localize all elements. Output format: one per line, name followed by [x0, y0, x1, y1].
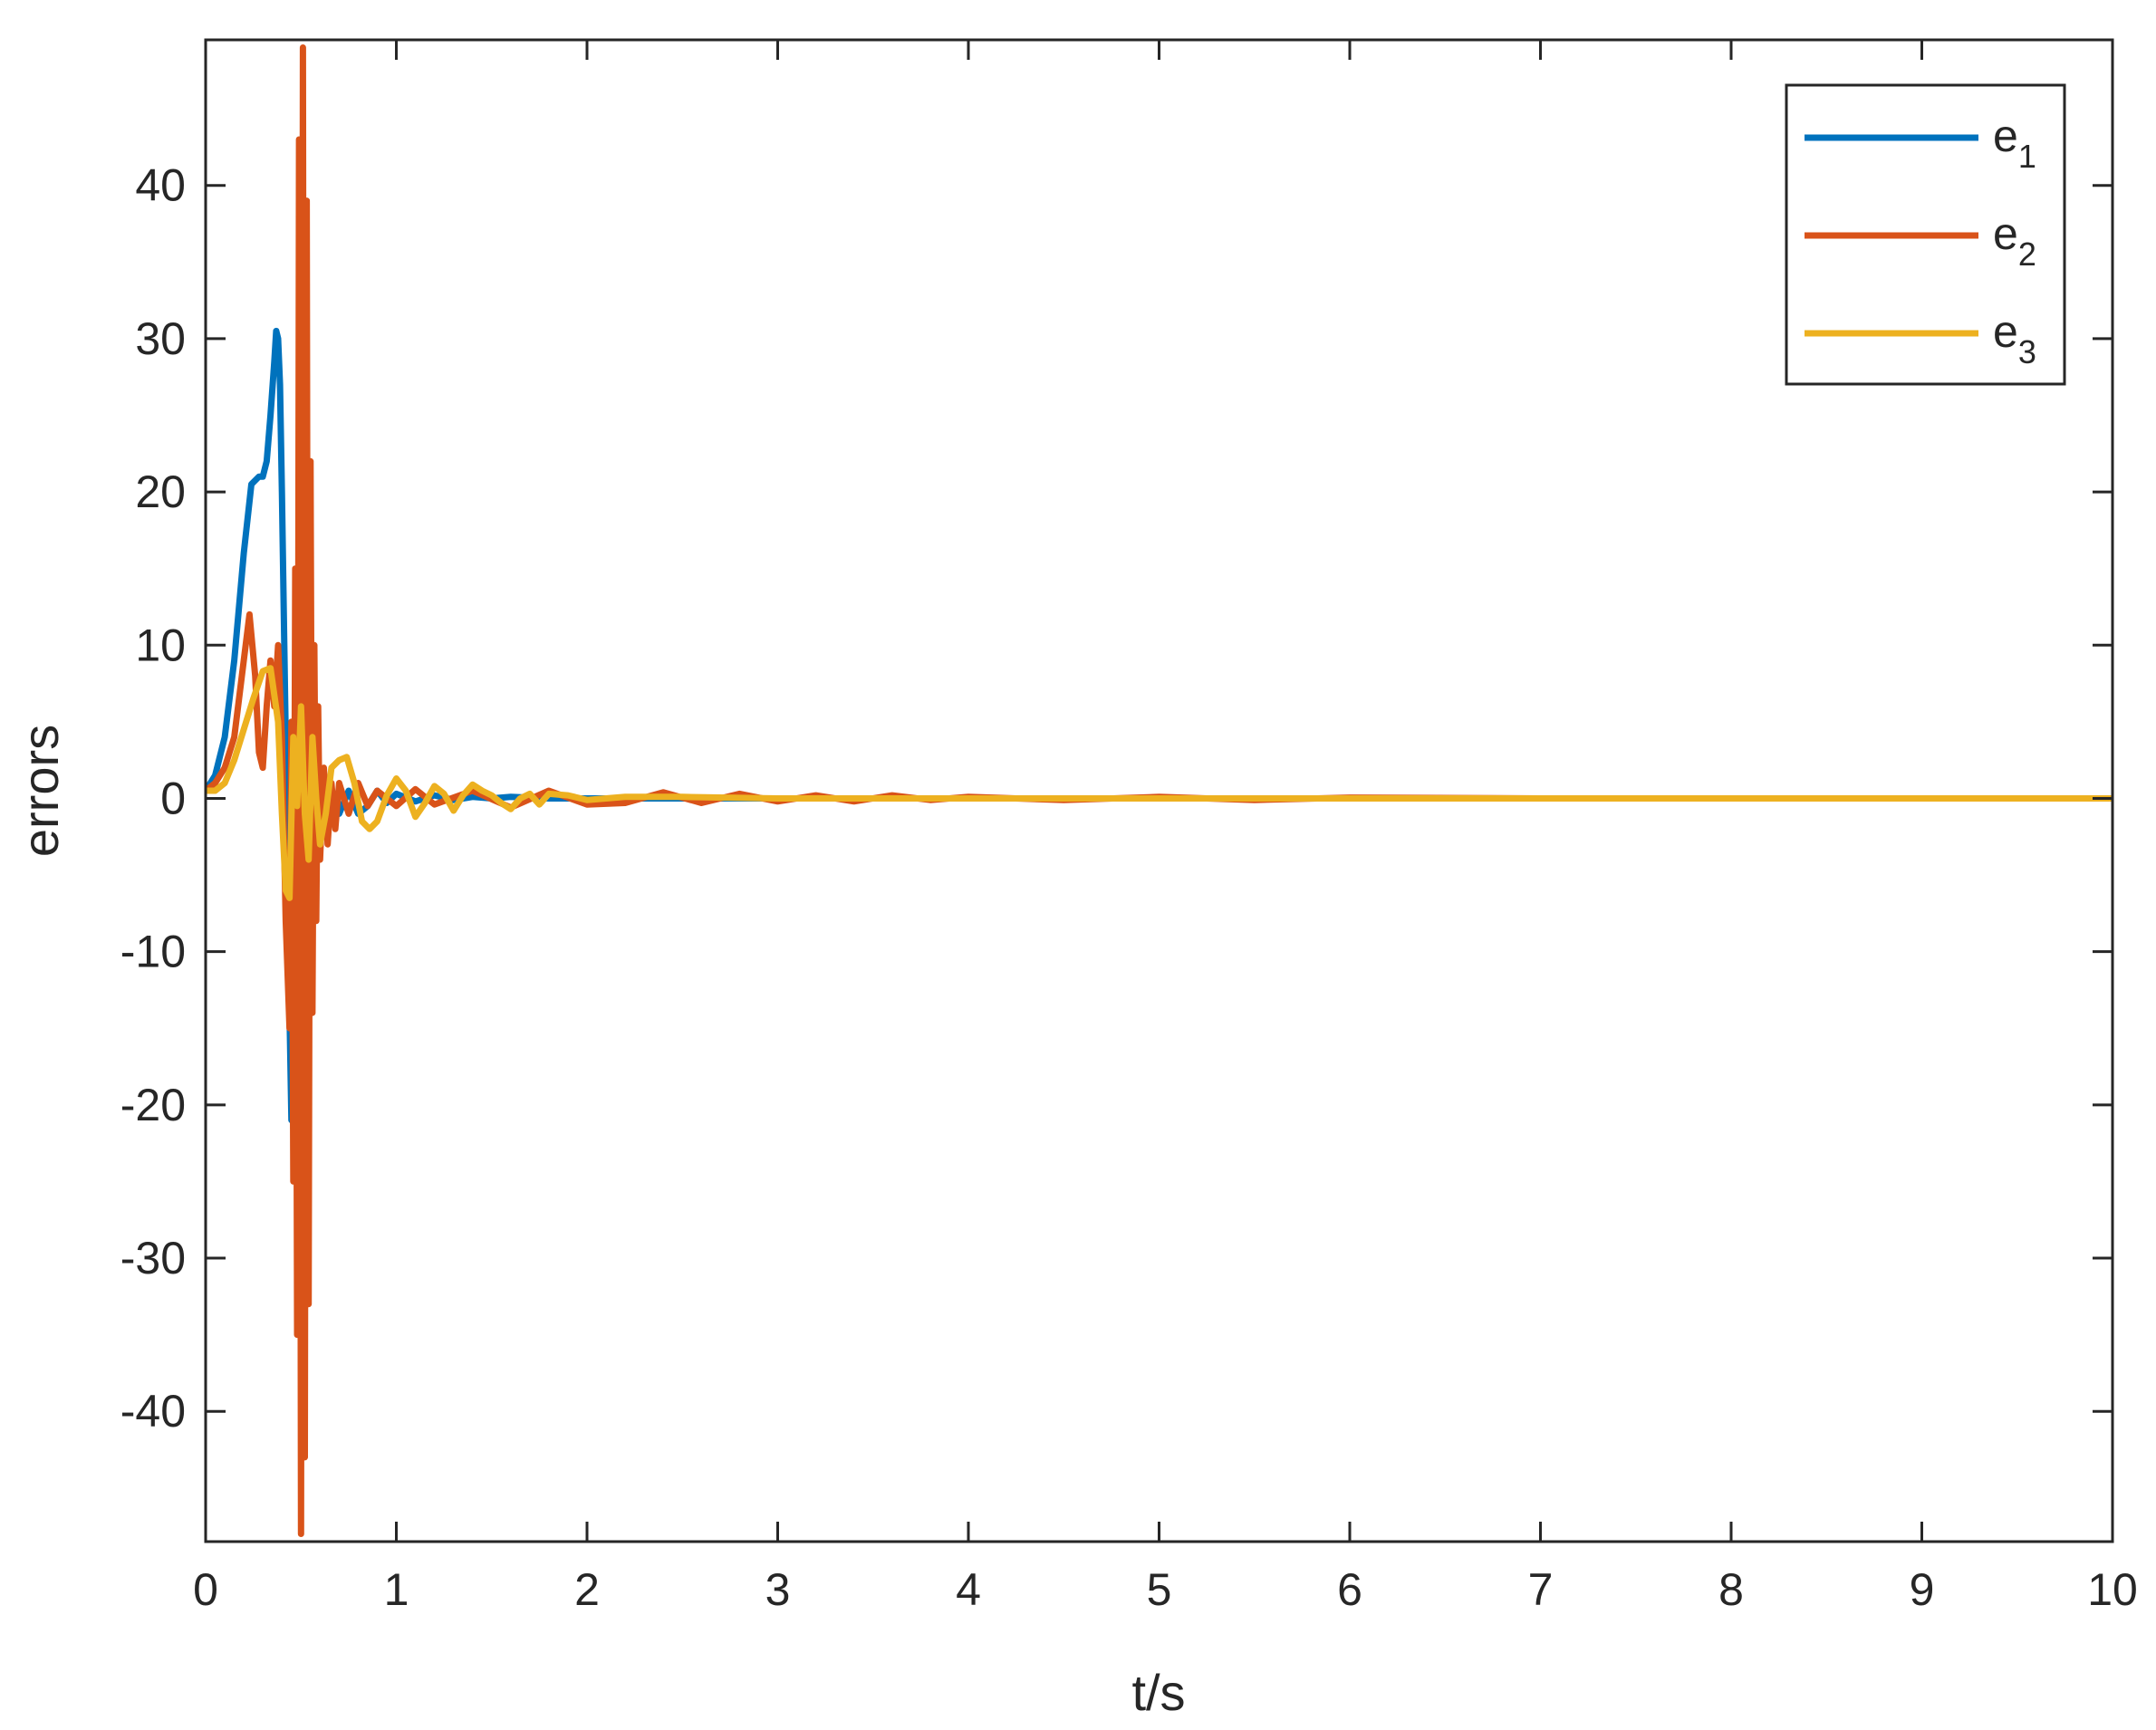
series-layer: [206, 44, 2113, 1537]
y-tick-label: 30: [135, 313, 186, 364]
x-tick-label: 2: [574, 1564, 600, 1615]
x-tick-label: 10: [2087, 1564, 2138, 1615]
x-tick-label: 1: [384, 1564, 409, 1615]
y-axis-label: errors: [12, 725, 69, 857]
legend-label-e3: e3: [1993, 306, 2036, 370]
x-tick-label: 3: [765, 1564, 791, 1615]
y-tick-label: -40: [120, 1386, 186, 1437]
y-tick-label: -20: [120, 1080, 186, 1130]
x-tick-label: 7: [1528, 1564, 1554, 1615]
x-tick-label: 9: [1910, 1564, 1935, 1615]
y-tick-label: 0: [160, 773, 186, 823]
legend: e1 e2 e3: [1785, 83, 2066, 386]
legend-label-e1: e1: [1993, 111, 2036, 175]
legend-label-e2: e2: [1993, 208, 2036, 273]
y-tick-label: 10: [135, 620, 186, 670]
y-axis-ticks: -40 -30 -20 -10 0 10 20 30 40: [120, 160, 2113, 1437]
x-tick-label: 0: [193, 1564, 218, 1615]
series-line-e3: [206, 665, 2113, 901]
y-tick-label: 40: [135, 160, 186, 211]
x-tick-label: 5: [1147, 1564, 1172, 1615]
x-tick-label: 6: [1337, 1564, 1362, 1615]
y-tick-label: -10: [120, 927, 186, 977]
y-tick-label: 20: [135, 466, 186, 517]
x-axis-label: t/s: [1131, 1664, 1185, 1721]
x-axis-ticks: 0 1 2 3 4 5 6 7 8 9 10: [193, 40, 2138, 1615]
y-tick-label: -30: [120, 1233, 186, 1283]
x-tick-label: 4: [956, 1564, 981, 1615]
x-tick-label: 8: [1718, 1564, 1744, 1615]
